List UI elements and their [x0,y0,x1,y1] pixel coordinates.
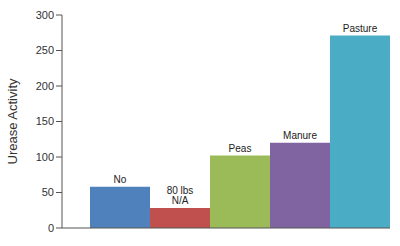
svg-text:No: No [114,174,127,185]
svg-text:250: 250 [36,44,54,56]
svg-text:300: 300 [36,9,54,21]
svg-text:Manure: Manure [283,130,317,141]
svg-text:50: 50 [42,186,54,198]
svg-text:80 lbsN/A: 80 lbsN/A [167,185,194,206]
svg-text:200: 200 [36,80,54,92]
svg-text:Pasture: Pasture [343,23,378,34]
svg-text:Peas: Peas [229,143,252,154]
svg-text:0: 0 [48,222,54,234]
svg-text:Urease Activity: Urease Activity [8,78,20,164]
svg-text:150: 150 [36,115,54,127]
svg-text:100: 100 [36,151,54,163]
